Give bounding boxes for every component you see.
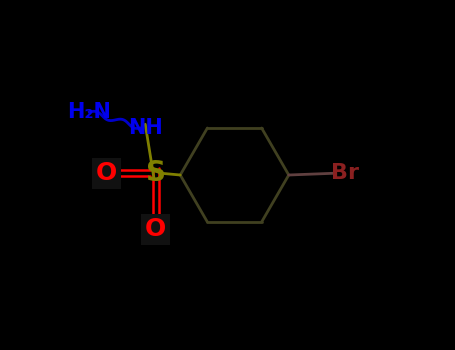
Text: O: O [96,161,117,185]
Text: NH: NH [128,118,162,138]
Text: O: O [145,217,167,241]
Text: H₂N: H₂N [67,102,111,122]
Text: Br: Br [331,163,359,183]
Text: S: S [146,159,166,187]
